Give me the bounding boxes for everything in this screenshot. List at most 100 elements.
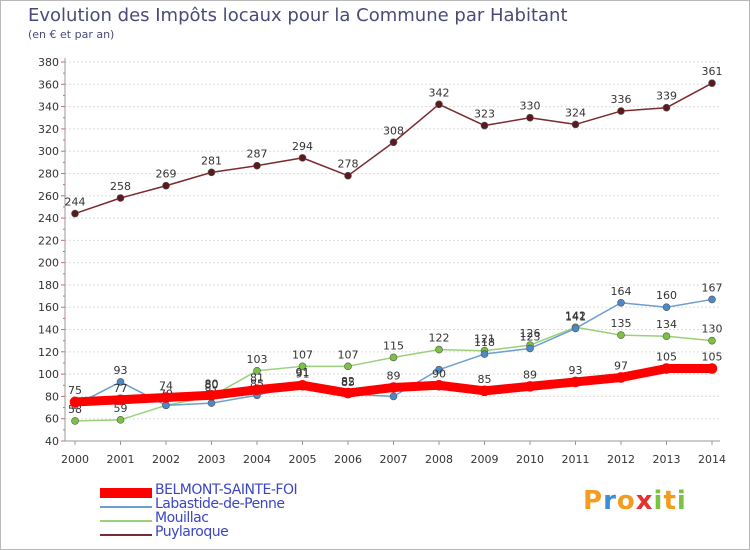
data-point	[435, 100, 443, 109]
y-tick-label: 320	[38, 123, 59, 136]
logo-letter: r	[603, 486, 617, 516]
data-point	[253, 366, 261, 375]
data-label: 105	[702, 351, 723, 364]
data-label: 258	[110, 180, 131, 193]
x-tick-label: 2014	[698, 453, 726, 466]
chart-title: Evolution des Impôts locaux pour la Comm…	[28, 5, 568, 26]
data-point	[435, 345, 443, 354]
data-label: 93	[114, 364, 128, 377]
x-tick-label: 2009	[471, 453, 499, 466]
data-label: 281	[201, 154, 222, 167]
data-label: 91	[296, 367, 310, 380]
x-tick-label: 2000	[61, 453, 89, 466]
x-tick-label: 2005	[289, 453, 317, 466]
data-point	[526, 113, 534, 122]
proxiti-logo: Proxiti	[583, 486, 687, 516]
data-point	[71, 209, 79, 218]
data-label: 105	[656, 351, 677, 364]
y-tick-label: 300	[38, 145, 59, 158]
data-label: 74	[159, 380, 173, 393]
data-label: 85	[341, 376, 355, 389]
data-label: 135	[611, 317, 632, 330]
data-label: 269	[156, 168, 177, 181]
x-tick-label: 2004	[243, 453, 271, 466]
x-tick-label: 2007	[380, 453, 408, 466]
data-label: 75	[68, 384, 82, 397]
data-point	[708, 295, 716, 304]
data-label: 278	[338, 158, 359, 171]
data-point	[662, 103, 671, 112]
data-point	[662, 332, 671, 341]
data-label: 89	[387, 369, 401, 382]
data-point	[662, 303, 671, 312]
legend-label: Puylaroque	[155, 524, 229, 540]
data-point	[524, 381, 536, 392]
data-point	[253, 161, 261, 170]
data-point	[389, 138, 398, 147]
legend-swatch	[100, 520, 152, 522]
data-label: 59	[114, 402, 128, 415]
data-label: 103	[247, 353, 268, 366]
data-point	[207, 399, 216, 407]
data-label: 126	[520, 327, 541, 340]
data-point	[433, 379, 445, 391]
data-label: 97	[614, 359, 628, 372]
x-tick-label: 2013	[653, 453, 681, 466]
data-label: 342	[429, 86, 450, 99]
y-tick-label: 380	[38, 56, 59, 69]
data-point	[162, 181, 170, 190]
y-tick-label: 60	[45, 413, 59, 426]
data-label: 160	[656, 289, 677, 302]
data-label: 93	[569, 364, 583, 377]
data-label: 80	[205, 377, 219, 390]
data-label: 118	[474, 336, 495, 349]
data-label: 107	[292, 348, 313, 361]
data-label: 81	[250, 372, 264, 385]
data-label: 164	[611, 285, 632, 298]
data-label: 324	[565, 106, 586, 119]
logo-letter: i	[676, 486, 687, 516]
data-label: 336	[611, 93, 632, 106]
data-point	[708, 79, 716, 87]
data-point	[617, 331, 625, 339]
data-label: 115	[383, 339, 404, 352]
x-tick-label: 2002	[152, 453, 180, 466]
logo-letter: P	[583, 486, 604, 516]
data-label: 361	[702, 65, 723, 78]
data-point	[389, 353, 398, 362]
data-label: 294	[292, 140, 313, 153]
data-point	[389, 392, 398, 401]
y-tick-label: 180	[38, 279, 59, 292]
data-point	[298, 362, 307, 371]
y-tick-label: 140	[38, 324, 59, 337]
legend-swatch	[100, 534, 152, 536]
data-point	[571, 324, 580, 333]
x-tick-label: 2006	[334, 453, 362, 466]
x-tick-label: 2011	[562, 453, 590, 466]
y-tick-label: 80	[45, 390, 59, 403]
chart-subtitle: (en € et par an)	[28, 28, 115, 41]
data-point	[207, 168, 216, 177]
data-label: 308	[383, 124, 404, 137]
data-label: 339	[656, 90, 677, 103]
legend-label: Mouillac	[155, 510, 209, 526]
data-point	[661, 363, 672, 374]
x-tick-label: 2008	[425, 453, 453, 466]
data-label: 107	[338, 348, 359, 361]
legend-label: Labastide-de-Penne	[155, 496, 285, 512]
data-label: 122	[429, 332, 450, 345]
logo-letter: t	[663, 486, 677, 516]
y-tick-label: 120	[38, 346, 59, 359]
data-point	[706, 363, 718, 374]
data-label: 123	[520, 330, 541, 343]
y-tick-label: 100	[38, 368, 59, 381]
data-label: 141	[565, 310, 586, 323]
y-tick-label: 360	[38, 78, 59, 91]
legend-label: BELMONT-SAINTE-FOI	[155, 482, 298, 498]
data-point	[162, 401, 170, 410]
y-tick-label: 240	[38, 212, 59, 225]
data-point	[69, 396, 81, 408]
data-point	[435, 365, 443, 374]
